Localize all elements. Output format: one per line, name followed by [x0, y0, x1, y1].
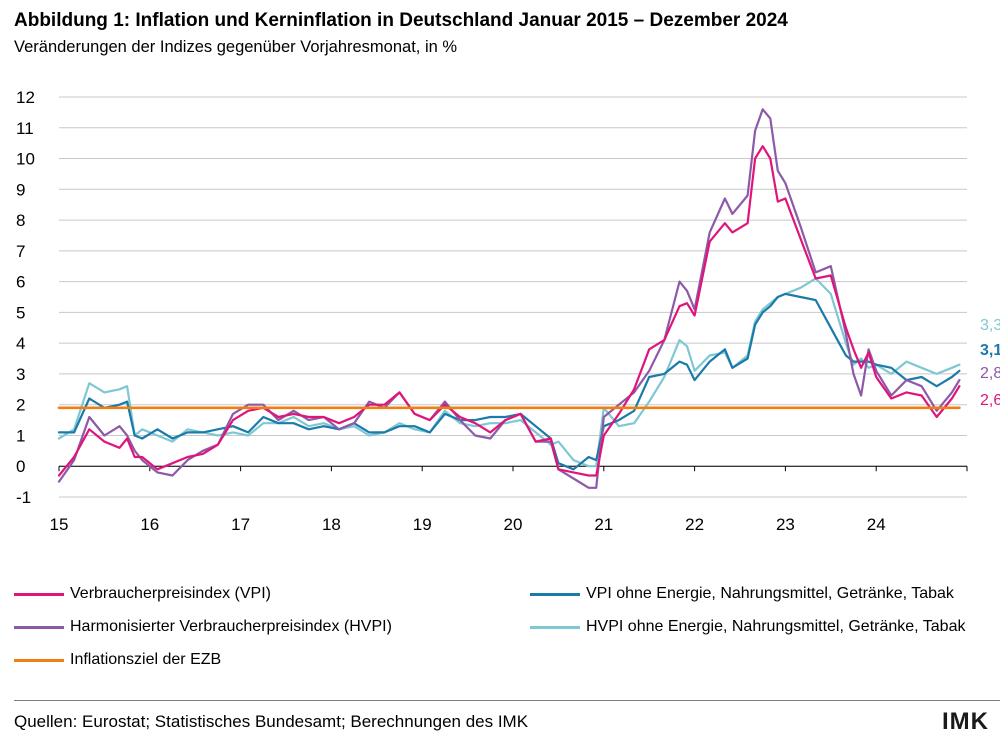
- x-tick-label: 16: [140, 515, 159, 534]
- end-value-label: 2,6: [980, 392, 1000, 409]
- x-tick-label: 22: [685, 515, 704, 534]
- x-tick-label: 20: [504, 515, 523, 534]
- legend-item-hvpi-core: HVPI ohne Energie, Nahrungsmittel, Geträ…: [530, 616, 965, 638]
- legend-item-vpi: Verbraucherpreisindex (VPI): [14, 583, 271, 605]
- x-tick-label: 21: [594, 515, 613, 534]
- series-vpi-core-line: [57, 292, 961, 471]
- legend-swatch-hvpi: [14, 625, 64, 629]
- y-tick-label: 3: [16, 365, 25, 384]
- end-value-label: 2,8: [980, 365, 1000, 382]
- legend-label-hvpi: Harmonisierter Verbraucherpreisindex (HV…: [70, 618, 392, 635]
- end-value-label: 3,1: [980, 342, 1000, 359]
- y-tick-label: 1: [16, 426, 25, 445]
- legend-swatch-ecb-target: [14, 658, 64, 662]
- chart-title: Abbildung 1: Inflation und Kerninflation…: [14, 10, 788, 31]
- legend-swatch-vpi-core: [530, 592, 580, 596]
- y-tick-label: 8: [16, 211, 25, 230]
- y-tick-label: -1: [16, 488, 31, 507]
- imk-logo: IMK: [942, 708, 989, 735]
- source-note: Quellen: Eurostat; Statistisches Bundesa…: [14, 712, 529, 731]
- y-tick-label: 9: [16, 180, 25, 199]
- series-hvpi-core-line: [57, 277, 961, 468]
- x-tick-label: 23: [776, 515, 795, 534]
- legend-label-hvpi-core: HVPI ohne Energie, Nahrungsmittel, Geträ…: [586, 618, 966, 635]
- legend-swatch-vpi: [14, 592, 64, 596]
- chart-legend: Verbraucherpreisindex (VPI) VPI ohne Ene…: [14, 583, 1000, 683]
- legend-label-vpi: Verbraucherpreisindex (VPI): [70, 585, 271, 602]
- chart-subtitle: Veränderungen der Indizes gegenüber Vorj…: [14, 38, 458, 56]
- series-vpi-line: [57, 145, 961, 477]
- x-tick-label: 17: [231, 515, 250, 534]
- y-tick-label: 10: [16, 150, 35, 169]
- y-tick-label: 5: [16, 303, 25, 322]
- x-tick-label: 15: [50, 515, 69, 534]
- y-tick-label: 0: [16, 457, 25, 476]
- end-value-label: 3,3: [980, 317, 1000, 334]
- y-tick-label: 4: [16, 334, 25, 353]
- x-tick-label: 19: [413, 515, 432, 534]
- legend-label-vpi-core: VPI ohne Energie, Nahrungsmittel, Geträn…: [586, 585, 954, 602]
- x-tick-label: 24: [867, 515, 886, 534]
- legend-label-ecb-target: Inflationsziel der EZB: [70, 651, 222, 668]
- x-tick-label: 18: [322, 515, 341, 534]
- y-tick-label: 2: [16, 396, 25, 415]
- y-tick-label: 12: [16, 88, 35, 107]
- y-tick-label: 11: [16, 119, 34, 138]
- y-tick-label: 7: [16, 242, 25, 261]
- legend-swatch-hvpi-core: [530, 625, 580, 629]
- legend-item-hvpi: Harmonisierter Verbraucherpreisindex (HV…: [14, 616, 392, 638]
- legend-item-vpi-core: VPI ohne Energie, Nahrungsmittel, Geträn…: [530, 583, 954, 605]
- legend-item-ecb-target: Inflationsziel der EZB: [14, 649, 221, 671]
- footer-divider: [14, 700, 1000, 701]
- y-tick-label: 6: [16, 273, 25, 292]
